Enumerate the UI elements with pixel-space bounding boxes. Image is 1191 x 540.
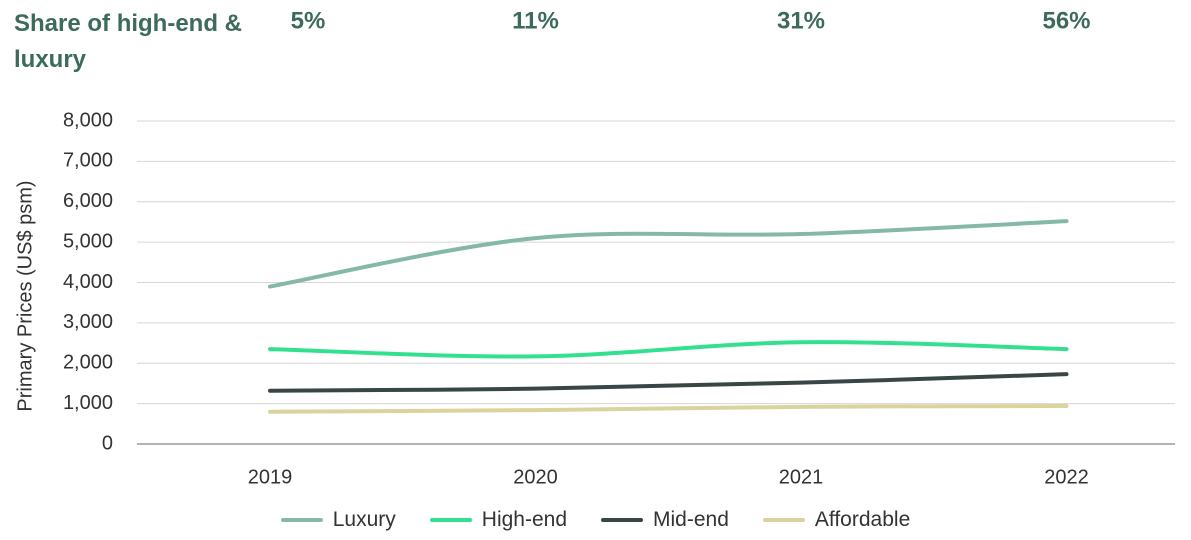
y-tick-label: 1,000 xyxy=(63,392,113,414)
share-label: 31% xyxy=(777,7,825,34)
legend-item: Luxury xyxy=(280,508,396,532)
legend-item: Affordable xyxy=(762,508,911,532)
share-label: 11% xyxy=(512,7,559,34)
legend-item: Mid-end xyxy=(601,508,729,532)
legend-label: Mid-end xyxy=(653,508,729,531)
share-label: 56% xyxy=(1042,7,1090,34)
y-axis-label: Primary Prices (US$ psm) xyxy=(14,180,36,411)
y-tick-label: 4,000 xyxy=(63,271,113,293)
legend-swatch xyxy=(601,518,644,522)
legend-item: High-end xyxy=(429,508,568,532)
legend-swatch xyxy=(762,518,805,522)
series-line xyxy=(268,372,1069,393)
legend-swatch xyxy=(280,518,323,522)
legend-swatch xyxy=(429,518,472,522)
series-line xyxy=(268,340,1069,359)
y-tick-label: 3,000 xyxy=(63,311,113,333)
y-tick-label: 6,000 xyxy=(63,190,113,212)
legend: Luxury High-end Mid-end Affordable xyxy=(0,508,1191,532)
x-tick-label: 2020 xyxy=(513,466,558,488)
x-tick-label: 2021 xyxy=(779,466,824,488)
y-tick-label: 0 xyxy=(102,432,113,454)
x-tick-label: 2022 xyxy=(1044,466,1089,488)
legend-label: High-end xyxy=(481,508,568,531)
chart-title: Share of high-end & luxury xyxy=(14,10,242,73)
y-tick-label: 2,000 xyxy=(63,352,113,374)
share-label: 5% xyxy=(291,7,326,34)
legend-label: Luxury xyxy=(332,508,396,531)
series-line xyxy=(268,219,1069,289)
y-tick-label: 5,000 xyxy=(63,230,113,252)
x-tick-label: 2019 xyxy=(248,466,293,488)
legend-label: Affordable xyxy=(814,508,911,531)
series-line xyxy=(268,404,1069,414)
y-tick-label: 8,000 xyxy=(63,109,113,131)
y-tick-label: 7,000 xyxy=(63,150,113,172)
